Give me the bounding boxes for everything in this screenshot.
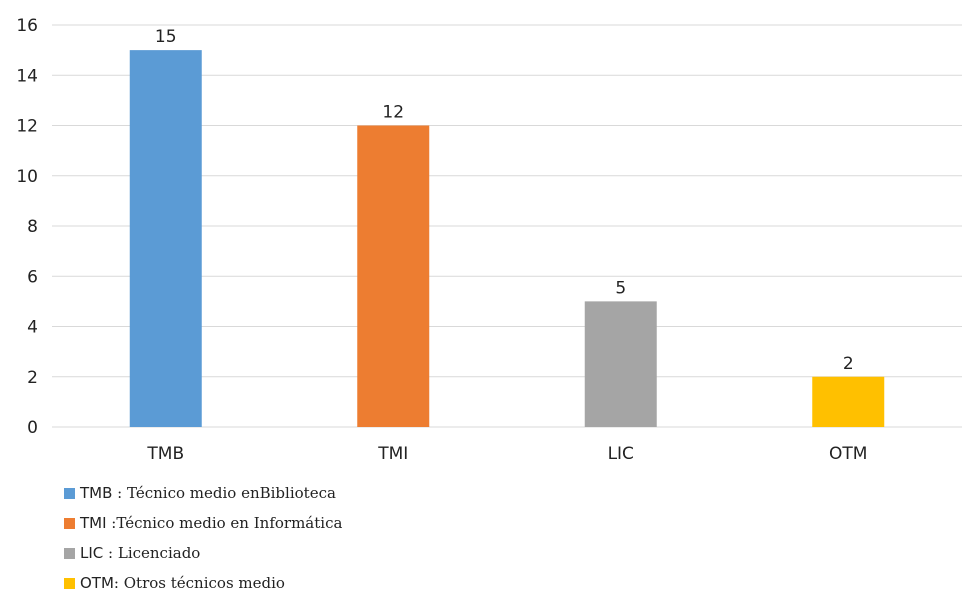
data-label-tmi: 12 — [382, 103, 404, 123]
y-tick-label: 4 — [27, 318, 38, 338]
legend-swatch — [64, 517, 75, 529]
data-label-lic: 5 — [615, 278, 626, 298]
legend-separator: : — [106, 514, 117, 532]
bar-tmi — [357, 125, 430, 427]
legend-separator: : — [103, 544, 118, 562]
x-tick-label-lic: LIC — [608, 444, 634, 464]
legend-description: Técnico medio en Informática — [116, 514, 343, 532]
legend-code: OTM — [80, 574, 114, 592]
legend-description: Licenciado — [117, 544, 201, 562]
legend-item-otm: OTM: Otros técnicos medio — [64, 568, 664, 598]
legend-code: TMI — [80, 514, 107, 532]
bar-tmb — [129, 50, 202, 427]
gridlines — [52, 24, 962, 428]
y-tick-label: 14 — [16, 66, 38, 86]
legend-item-tmb: TMB : Técnico medio enBiblioteca — [64, 478, 664, 508]
y-tick-label: 6 — [27, 267, 38, 287]
legend-code: TMB — [80, 484, 113, 502]
bars — [129, 50, 885, 427]
y-tick-label: 12 — [16, 117, 38, 137]
legend-swatch — [64, 577, 75, 589]
y-tick-label: 8 — [27, 217, 38, 237]
legend-item-lic: LIC : Licenciado — [64, 538, 664, 568]
legend-separator: : — [113, 574, 124, 592]
legend-description: Otros técnicos medio — [123, 574, 285, 592]
legend-swatch — [64, 487, 75, 499]
bar-lic — [584, 301, 657, 427]
legend-code: LIC — [80, 544, 104, 562]
y-tick-label: 0 — [27, 418, 38, 438]
legend-item-tmi: TMI : Técnico medio en Informática — [64, 508, 664, 538]
x-tick-label-tmi: TMI — [377, 444, 408, 464]
y-axis-tick-labels: 0 2 4 6 8 10 12 14 16 — [16, 16, 38, 438]
bar-otm — [812, 376, 885, 427]
bar-chart-plot: 0 2 4 6 8 10 12 14 16 15 12 5 2 TMB TMI LIC OTM — [16, 16, 962, 464]
x-axis-tick-labels: TMB TMI LIC OTM — [146, 444, 867, 464]
y-tick-label: 16 — [16, 16, 38, 36]
y-tick-label: 10 — [16, 167, 38, 187]
data-labels: 15 12 5 2 — [155, 27, 854, 374]
legend: TMB : Técnico medio enBiblioteca TMI : Téc… — [64, 478, 664, 598]
data-label-tmb: 15 — [155, 27, 177, 47]
legend-separator: : — [112, 484, 127, 502]
legend-description: Técnico medio enBiblioteca — [127, 484, 336, 502]
data-label-otm: 2 — [843, 354, 854, 374]
x-tick-label-otm: OTM — [829, 444, 867, 464]
legend-swatch — [64, 547, 75, 559]
y-tick-label: 2 — [27, 368, 38, 388]
x-tick-label-tmb: TMB — [146, 444, 184, 464]
